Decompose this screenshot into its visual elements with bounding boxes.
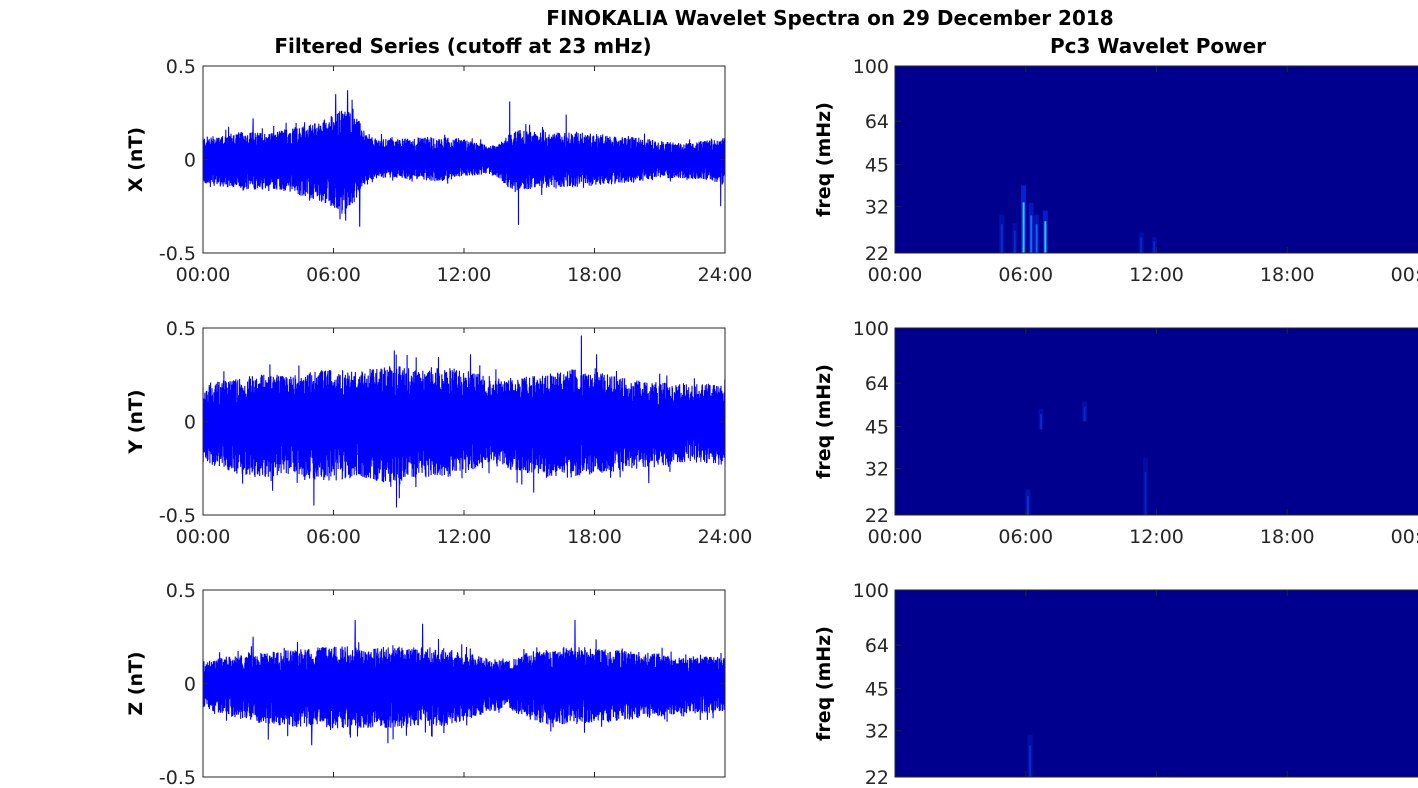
- y-tick-label: 32: [865, 459, 889, 481]
- y-tick-label: 0: [184, 412, 196, 434]
- axes-frame: [894, 65, 1418, 254]
- series-line: [202, 619, 726, 746]
- power-streak: [1030, 215, 1033, 253]
- axes-frame: [894, 589, 1418, 778]
- right-column-title: Pc3 Wavelet Power: [1050, 34, 1266, 58]
- y-tick-label: 45: [865, 417, 889, 439]
- power-background: [895, 328, 1418, 515]
- y-tick-label: 64: [865, 635, 889, 657]
- x-tick-label: 06:00: [306, 526, 361, 548]
- power-streak: [1026, 496, 1029, 515]
- y-axis-label: freq (mHz): [813, 102, 835, 217]
- power-streak: [1022, 202, 1025, 253]
- y-axis-label: X (nT): [125, 127, 147, 192]
- x-tick-label: 18:00: [567, 526, 622, 548]
- wavelet-panel-x: 1006445322200:0006:0012:0018:0000:00freq…: [813, 56, 1418, 286]
- power-background: [895, 66, 1418, 253]
- power-background: [895, 590, 1418, 777]
- x-tick-label: 06:00: [306, 264, 361, 286]
- x-tick-label: 06:00: [998, 264, 1053, 286]
- y-tick-label: 100: [853, 56, 889, 78]
- y-tick-label: -0.5: [159, 505, 196, 527]
- y-tick-label: 45: [865, 155, 889, 177]
- power-streak: [1153, 241, 1156, 253]
- y-tick-label: -0.5: [159, 243, 196, 265]
- x-tick-label: 00:00: [1391, 526, 1418, 548]
- y-tick-label: 22: [865, 243, 889, 265]
- y-tick-label: 0.5: [166, 56, 196, 78]
- y-tick-label: 0.5: [166, 318, 196, 340]
- series-line: [202, 335, 726, 508]
- y-tick-label: 64: [865, 373, 889, 395]
- power-streak: [1083, 406, 1086, 422]
- x-tick-label: 00:00: [176, 264, 231, 286]
- power-streak: [1029, 745, 1032, 777]
- power-streak: [1044, 221, 1047, 253]
- y-tick-label: 0: [184, 674, 196, 696]
- y-axis-label: Z (nT): [125, 651, 147, 715]
- power-streak: [1144, 471, 1147, 515]
- panels-group: 0.50-0.500:00 06:00 12:00 18:00 24:00X (nT)0…: [125, 56, 1418, 788]
- x-tick-label: 18:00: [1260, 526, 1315, 548]
- x-tick-label: 12:00: [437, 264, 492, 286]
- y-tick-label: 64: [865, 111, 889, 133]
- power-streak: [1035, 224, 1038, 253]
- y-tick-label: 100: [853, 318, 889, 340]
- power-streak-glow: [1143, 457, 1149, 515]
- x-tick-label: 24:00: [698, 264, 753, 286]
- y-tick-label: 45: [865, 679, 889, 701]
- y-tick-label: 0.5: [166, 580, 196, 602]
- series-panel-y: 0.5 0 -0.500:00 06:00 12:00 18:00 24:00 Y (nT): [125, 318, 752, 548]
- x-tick-label: 00:00: [868, 264, 923, 286]
- y-tick-label: 100: [853, 580, 889, 602]
- y-tick-label: 0: [184, 150, 196, 172]
- x-tick-label: 12:00: [1129, 526, 1184, 548]
- axes-frame: [894, 327, 1418, 516]
- x-tick-label: 18:00: [567, 264, 622, 286]
- wavelet-panel-z: 100 64 45 32 22 freq (mHz): [813, 580, 1418, 788]
- y-tick-label: -0.5: [159, 767, 196, 788]
- series-panel-x: 0.5 0 -0.500:00 06:00 12:00 18:00 24:00 X (nT): [125, 56, 752, 286]
- y-tick-label: 22: [865, 767, 889, 788]
- y-axis-label: freq (mHz): [813, 626, 835, 741]
- x-tick-label: 12:00: [437, 526, 492, 548]
- x-tick-label: 18:00: [1260, 264, 1315, 286]
- series-panel-z: 0.5 0 -0.5 Z (nT): [125, 580, 726, 788]
- y-tick-label: 22: [865, 505, 889, 527]
- power-streak: [1140, 237, 1143, 253]
- left-column-title: Filtered Series (cutoff at 23 mHz): [274, 34, 651, 58]
- x-tick-label: 00:00: [1391, 264, 1418, 286]
- x-tick-label: 06:00: [998, 526, 1053, 548]
- x-tick-label: 00:00: [176, 526, 231, 548]
- x-tick-label: 24:00: [698, 526, 753, 548]
- x-tick-label: 12:00: [1129, 264, 1184, 286]
- power-streak: [1040, 413, 1043, 430]
- x-tick-label: 00:00: [868, 526, 923, 548]
- wavelet-panel-y: 1006445322200:0006:0012:0018:0000:00freq…: [813, 318, 1418, 548]
- y-axis-label: Y (nT): [125, 389, 147, 454]
- power-streak: [1000, 224, 1003, 253]
- series-line: [202, 90, 726, 227]
- power-streak: [1013, 230, 1016, 253]
- y-tick-label: 32: [865, 197, 889, 219]
- y-axis-label: freq (mHz): [813, 364, 835, 479]
- y-tick-label: 32: [865, 721, 889, 743]
- figure-title: FINOKALIA Wavelet Spectra on 29 December…: [546, 6, 1113, 30]
